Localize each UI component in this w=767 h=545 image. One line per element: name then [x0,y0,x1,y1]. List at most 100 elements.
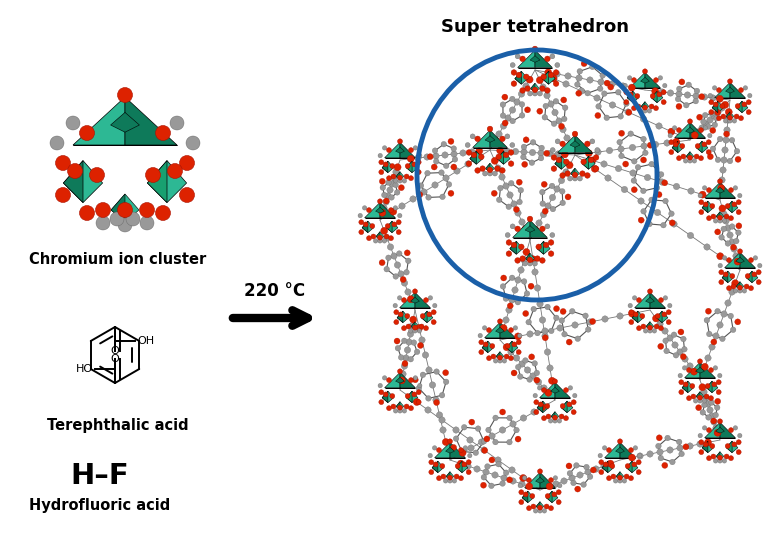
Circle shape [492,190,497,196]
Circle shape [407,331,413,337]
Circle shape [663,348,670,354]
Circle shape [729,289,736,295]
Circle shape [711,339,717,345]
Polygon shape [525,473,540,488]
Polygon shape [522,491,528,502]
Circle shape [387,187,393,193]
Circle shape [661,100,667,105]
Circle shape [468,453,472,458]
Circle shape [426,312,432,317]
Circle shape [673,183,680,190]
Circle shape [541,385,547,391]
Circle shape [479,350,484,355]
Circle shape [513,207,519,213]
Polygon shape [472,130,490,148]
Circle shape [695,129,701,135]
Circle shape [80,125,94,141]
Circle shape [585,326,591,332]
Circle shape [640,136,647,142]
Circle shape [511,370,517,376]
Circle shape [668,134,673,138]
Circle shape [663,140,670,146]
Circle shape [656,443,661,449]
Polygon shape [362,221,374,233]
Circle shape [676,104,682,110]
Circle shape [615,89,621,95]
Circle shape [709,413,715,419]
Circle shape [558,483,562,488]
Polygon shape [575,135,592,153]
Circle shape [565,73,571,79]
Circle shape [397,214,402,218]
Circle shape [640,157,647,163]
Circle shape [688,159,692,163]
Circle shape [466,143,470,148]
Circle shape [725,241,731,246]
Circle shape [719,336,726,342]
Circle shape [631,187,637,193]
Circle shape [443,439,449,445]
Circle shape [401,280,408,286]
Circle shape [416,385,422,391]
Circle shape [728,115,732,120]
Circle shape [487,167,492,173]
Text: H–F: H–F [71,462,130,490]
Circle shape [397,229,401,234]
Circle shape [509,356,513,361]
Circle shape [709,368,713,373]
Circle shape [729,224,735,229]
Polygon shape [561,401,573,413]
Circle shape [454,474,459,479]
Text: 220 °C: 220 °C [245,282,305,300]
Circle shape [743,86,748,90]
Polygon shape [634,293,650,308]
Circle shape [581,159,587,165]
Circle shape [523,83,529,89]
Circle shape [656,191,662,198]
Polygon shape [571,168,575,177]
Circle shape [431,164,437,170]
Circle shape [715,229,721,235]
Circle shape [488,171,492,176]
Circle shape [564,387,568,392]
Circle shape [697,359,703,364]
Circle shape [736,230,741,235]
Circle shape [495,462,502,467]
Circle shape [459,476,463,481]
Circle shape [572,322,578,328]
Circle shape [117,203,133,217]
Circle shape [667,447,673,453]
Circle shape [550,75,557,82]
Circle shape [667,335,673,341]
Circle shape [636,460,641,465]
Circle shape [508,349,514,355]
Circle shape [545,88,550,93]
Circle shape [732,119,736,123]
Circle shape [395,346,400,351]
Polygon shape [641,102,645,110]
Circle shape [545,389,552,396]
Circle shape [600,72,605,78]
Circle shape [413,289,417,294]
Polygon shape [740,252,755,268]
Circle shape [534,370,540,376]
Circle shape [631,77,637,83]
Circle shape [498,355,502,360]
Circle shape [379,160,384,165]
Polygon shape [396,172,404,180]
Text: Hydrofluoric acid: Hydrofluoric acid [29,498,170,513]
Circle shape [448,138,454,144]
Circle shape [729,428,733,433]
Circle shape [447,475,453,480]
Circle shape [525,483,533,490]
Circle shape [505,343,510,348]
Circle shape [734,114,739,119]
Polygon shape [726,112,734,120]
Circle shape [721,157,727,163]
Circle shape [403,269,410,275]
Circle shape [397,139,403,144]
Circle shape [559,189,565,194]
Circle shape [736,210,741,215]
Circle shape [487,126,492,132]
Circle shape [650,94,655,99]
